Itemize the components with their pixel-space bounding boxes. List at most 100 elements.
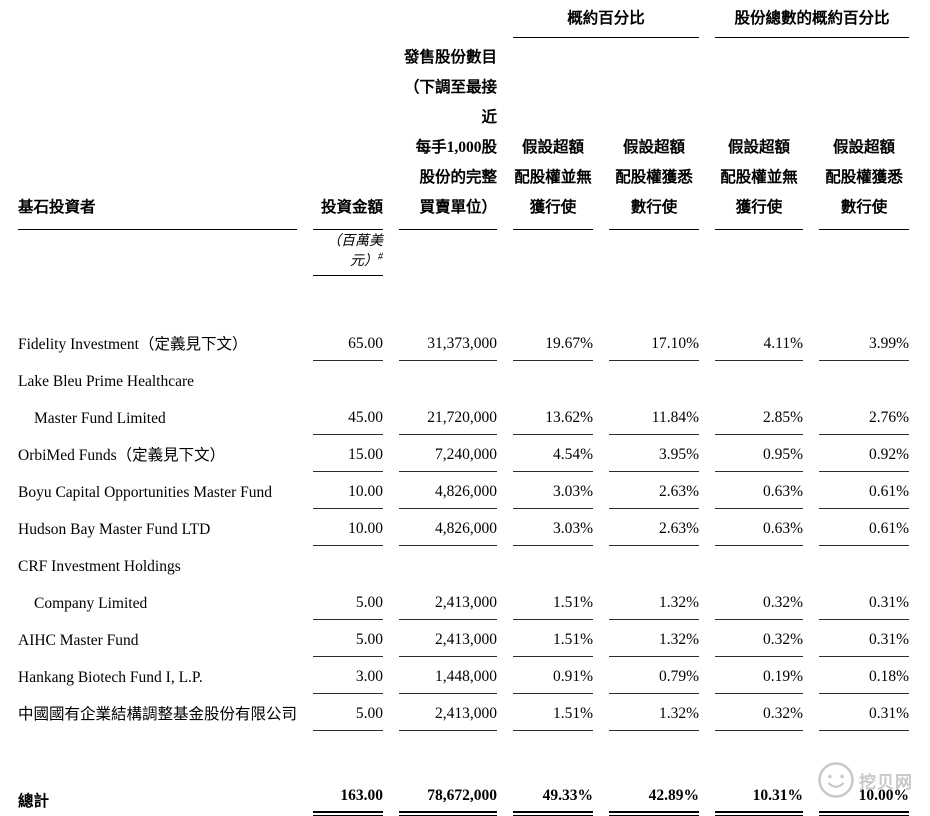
investment-amount: 10.00 <box>313 509 384 546</box>
investor-name: Company Limited <box>34 595 148 612</box>
pct-full-exercise: 1.32% <box>609 694 700 731</box>
total-row: 總計 163.00 78,672,000 49.33% 42.89% 10.31… <box>18 765 910 816</box>
total-pct-full-exercise: 0.61% <box>819 509 910 546</box>
amount-unit-footnote-marker: # <box>378 251 384 263</box>
total-pct-full-exercise: 0.18% <box>819 657 910 694</box>
pct-full-exercise: 3.95% <box>609 435 700 472</box>
amount-unit-note: （百萬美元）# <box>313 230 384 276</box>
offer-shares: 4,826,000 <box>399 472 498 509</box>
col-header-investor: 基石投資者 <box>18 38 298 230</box>
total-pct-no-exercise: 0.32% <box>715 583 804 620</box>
total-pct-no-exercise: 0.32% <box>715 620 804 657</box>
offer-shares: 1,448,000 <box>399 657 498 694</box>
column-header-row: 基石投資者 投資金額 發售股份數目 （下調至最接近 每手1,000股 股份的完整… <box>18 38 910 230</box>
total-pct-full-exercise: 2.76% <box>819 398 910 435</box>
offer-shares: 2,413,000 <box>399 583 498 620</box>
total-pct-no-exercise: 0.19% <box>715 657 804 694</box>
col-header-no-exercise-approx: 假設超額 配股權並無 獲行使 <box>513 38 594 230</box>
total-offer-shares: 78,672,000 <box>399 765 498 816</box>
pct-no-exercise: 1.51% <box>513 620 594 657</box>
table-row: CRF Investment Holdings <box>18 546 909 583</box>
offer-shares: 4,826,000 <box>399 509 498 546</box>
investor-name: Lake Bleu Prime Healthcare <box>18 373 195 390</box>
table-row: OrbiMed Funds（定義見下文） 15.00 7,240,000 4.5… <box>18 435 910 472</box>
investment-amount: 5.00 <box>313 620 384 657</box>
offer-shares: 7,240,000 <box>399 435 498 472</box>
investor-name: Master Fund Limited <box>34 410 166 427</box>
pct-no-exercise: 19.67% <box>513 324 594 361</box>
table-row: Hankang Biotech Fund I, L.P. 3.00 1,448,… <box>18 657 910 694</box>
pct-full-exercise: 1.32% <box>609 620 700 657</box>
investment-amount: 15.00 <box>313 435 384 472</box>
investment-amount: 65.00 <box>313 324 384 361</box>
investor-name: Boyu Capital Opportunities Master Fund <box>18 484 273 501</box>
total-pct-full-exercise: 0.31% <box>819 694 910 731</box>
table-row: Master Fund Limited 45.00 21,720,000 13.… <box>18 398 910 435</box>
investor-name: CRF Investment Holdings <box>18 558 181 575</box>
col-header-offer-shares: 發售股份數目 （下調至最接近 每手1,000股 股份的完整 買賣單位） <box>399 38 498 230</box>
investment-amount: 10.00 <box>313 472 384 509</box>
investor-name: Hudson Bay Master Fund LTD <box>18 521 211 538</box>
total-shares-pct-no-exercise: 10.31% <box>715 765 804 816</box>
total-pct-no-exercise: 0.32% <box>715 694 804 731</box>
total-investment-amount: 163.00 <box>313 765 384 816</box>
cornerstone-investors-table: 概約百分比 股份總數的概約百分比 基石投資者 投資金額 發售股份數目 （下調至最… <box>2 4 925 816</box>
total-pct-no-exercise: 2.85% <box>715 398 804 435</box>
pct-no-exercise: 3.03% <box>513 509 594 546</box>
table-row: Fidelity Investment（定義見下文） 65.00 31,373,… <box>18 324 910 361</box>
total-label: 總計 <box>18 793 50 810</box>
offer-shares: 31,373,000 <box>399 324 498 361</box>
pct-full-exercise: 2.63% <box>609 509 700 546</box>
header-body-spacer <box>18 276 909 324</box>
total-pct-no-exercise: 0.63% <box>715 509 804 546</box>
offer-shares: 2,413,000 <box>399 694 498 731</box>
offer-shares: 21,720,000 <box>399 398 498 435</box>
table-row: 中國國有企業結構調整基金股份有限公司 5.00 2,413,000 1.51% … <box>18 694 910 731</box>
pct-no-exercise: 1.51% <box>513 583 594 620</box>
offer-shares: 2,413,000 <box>399 620 498 657</box>
pct-full-exercise: 2.63% <box>609 472 700 509</box>
pct-no-exercise: 3.03% <box>513 472 594 509</box>
investor-name: Fidelity Investment（定義見下文） <box>18 336 248 353</box>
group-header-row: 概約百分比 股份總數的概約百分比 <box>18 4 910 38</box>
table-row: AIHC Master Fund 5.00 2,413,000 1.51% 1.… <box>18 620 910 657</box>
total-pct-full-exercise: 0.31% <box>819 620 910 657</box>
pct-full-exercise: 17.10% <box>609 324 700 361</box>
body-total-spacer <box>18 731 909 765</box>
table-row: Boyu Capital Opportunities Master Fund 1… <box>18 472 910 509</box>
total-pct-no-exercise-approx: 49.33% <box>513 765 594 816</box>
investor-name: AIHC Master Fund <box>18 632 139 649</box>
col-header-full-exercise-total: 假設超額 配股權獲悉 數行使 <box>819 38 910 230</box>
total-pct-no-exercise: 4.11% <box>715 324 804 361</box>
total-shares-pct-full-exercise: 10.00% <box>819 765 910 816</box>
total-pct-full-exercise: 0.31% <box>819 583 910 620</box>
pct-full-exercise: 11.84% <box>609 398 700 435</box>
total-pct-no-exercise: 0.63% <box>715 472 804 509</box>
total-pct-full-exercise: 3.99% <box>819 324 910 361</box>
col-header-no-exercise-total: 假設超額 配股權並無 獲行使 <box>715 38 804 230</box>
investor-name: 中國國有企業結構調整基金股份有限公司 <box>18 706 298 723</box>
total-pct-full-exercise: 0.61% <box>819 472 910 509</box>
group-header-total-shares-pct: 股份總數的概約百分比 <box>715 4 910 38</box>
total-pct-full-exercise: 0.92% <box>819 435 910 472</box>
table-row: Company Limited 5.00 2,413,000 1.51% 1.3… <box>18 583 910 620</box>
amount-unit-text: （百萬美元） <box>327 234 384 269</box>
pct-no-exercise: 4.54% <box>513 435 594 472</box>
group-header-approx-pct: 概約百分比 <box>513 4 700 38</box>
investor-name: OrbiMed Funds（定義見下文） <box>18 447 226 464</box>
pct-full-exercise: 0.79% <box>609 657 700 694</box>
investment-amount: 45.00 <box>313 398 384 435</box>
investor-name: Hankang Biotech Fund I, L.P. <box>18 669 203 686</box>
pct-full-exercise: 1.32% <box>609 583 700 620</box>
investment-amount: 5.00 <box>313 583 384 620</box>
table-row: Hudson Bay Master Fund LTD 10.00 4,826,0… <box>18 509 910 546</box>
total-pct-full-exercise-approx: 42.89% <box>609 765 700 816</box>
pct-no-exercise: 0.91% <box>513 657 594 694</box>
total-pct-no-exercise: 0.95% <box>715 435 804 472</box>
investment-amount: 3.00 <box>313 657 384 694</box>
amount-unit-row: （百萬美元）# <box>18 230 909 276</box>
col-header-full-exercise-approx: 假設超額 配股權獲悉 數行使 <box>609 38 700 230</box>
pct-no-exercise: 1.51% <box>513 694 594 731</box>
table-row: Lake Bleu Prime Healthcare <box>18 361 909 398</box>
